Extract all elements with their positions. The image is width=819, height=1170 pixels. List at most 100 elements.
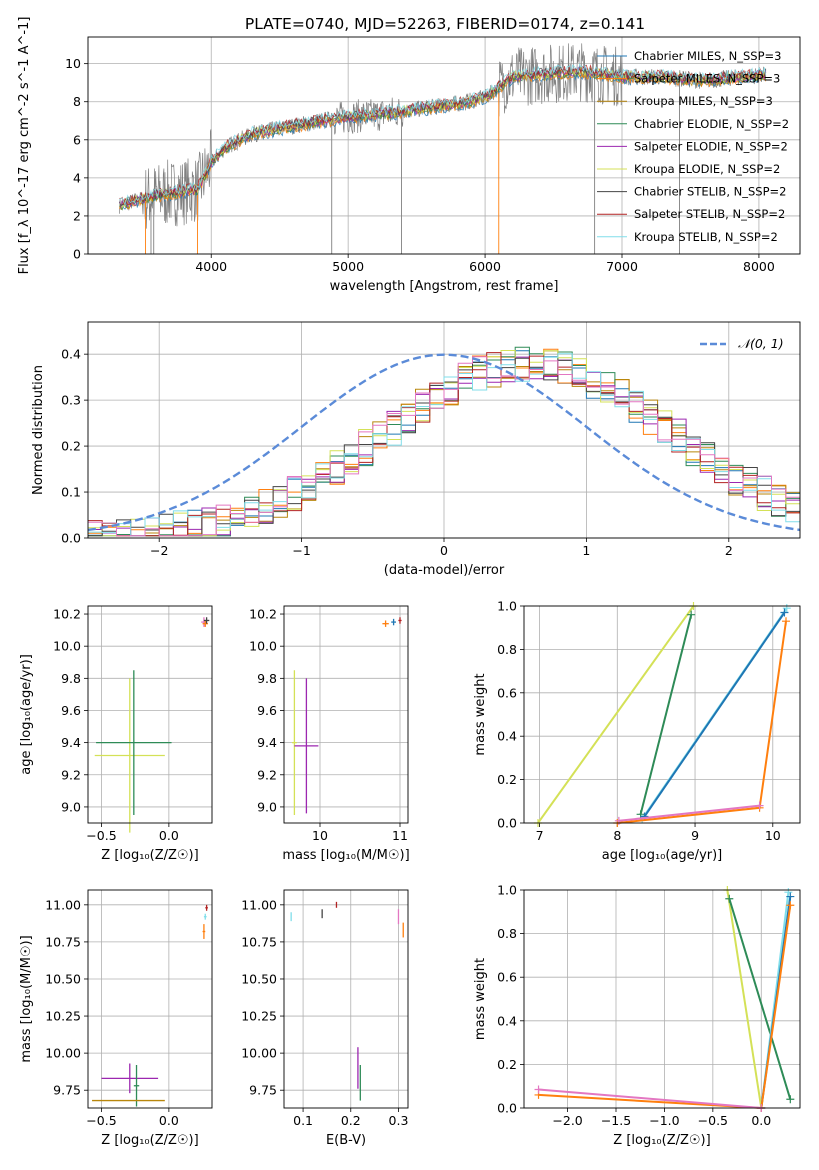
axes-frame bbox=[87, 889, 213, 1109]
y-tick-label: 11.00 bbox=[241, 897, 277, 912]
y-tick-label: 1.0 bbox=[497, 883, 517, 898]
y-tick-label: 0.2 bbox=[61, 439, 81, 454]
spectrum-panel: 4000 5000 6000 7000 8000 0 2 4 6 8 10 wavelength [A… bbox=[17, 17, 801, 294]
x-tick-label: 7000 bbox=[606, 259, 638, 274]
x-axis-label: Z [log₁₀(Z/Z☉)] bbox=[613, 1133, 710, 1148]
y-tick-label: 0.2 bbox=[497, 1057, 517, 1072]
x-tick-label: 11 bbox=[392, 828, 408, 843]
y-tick-label: 9.2 bbox=[61, 767, 81, 782]
legend-label: 𝒩(0, 1) bbox=[738, 336, 784, 351]
x-tick-label: 6000 bbox=[469, 259, 501, 274]
y-tick-label: 9.6 bbox=[61, 703, 81, 718]
x-tick-label: −0.5 bbox=[698, 1113, 728, 1128]
y-axis-label: Normed distribution bbox=[31, 365, 46, 495]
x-tick-label: 10 bbox=[312, 828, 328, 843]
y-axis-label: mass [log₁₀(M/M☉)] bbox=[19, 935, 34, 1062]
spectrum-plot-area bbox=[119, 43, 767, 254]
legend-label: Salpeter MILES, N_SSP=3 bbox=[634, 72, 780, 86]
legend-label: Kroupa ELODIE, N_SSP=2 bbox=[634, 162, 780, 176]
weight-point-marker bbox=[784, 888, 793, 897]
x-axis-label: Z [log₁₀(Z/Z☉)] bbox=[101, 848, 198, 863]
weight-line-pink bbox=[618, 804, 760, 822]
x-tick-label: 0.1 bbox=[293, 1113, 313, 1128]
x-tick-label: −0.5 bbox=[86, 828, 116, 843]
histogram-salpeter_stelib bbox=[88, 352, 800, 537]
weight-point-marker bbox=[786, 1095, 795, 1104]
residual-histogram-panel: −2 −1 0 1 2 0.0 0.1 0.2 0.3 0.4 (data-model)/error… bbox=[31, 321, 801, 578]
hist-plot-area bbox=[88, 346, 800, 537]
x-axis-label: E(B-V) bbox=[326, 1133, 366, 1148]
axes-frame bbox=[283, 605, 409, 824]
x-tick-label: 9 bbox=[691, 828, 699, 843]
y-tick-label: 0.6 bbox=[497, 685, 517, 700]
weight-point-marker bbox=[780, 608, 789, 617]
y-tick-label: 9.75 bbox=[249, 1083, 277, 1098]
weight-line-chabrier_miles bbox=[643, 611, 786, 818]
legend-label: Chabrier MILES, N_SSP=3 bbox=[634, 49, 781, 63]
y-tick-label: 0.8 bbox=[497, 642, 517, 657]
x-tick-label: 0.0 bbox=[159, 828, 179, 843]
y-tick-label: 0.8 bbox=[497, 926, 517, 941]
mass-vs-ebv-panel: 0.1 0.2 0.3 9.75 10.00 10.25 10.50 10.75 11.00 E(… bbox=[241, 889, 409, 1148]
x-tick-label: −1.0 bbox=[649, 1113, 679, 1128]
y-axis-label: Flux [f_λ 10^-17 erg cm^-2 s^-1 A^-1] bbox=[17, 17, 32, 275]
x-axis-label: (data-model)/error bbox=[384, 563, 505, 578]
histogram-salpeter_miles bbox=[88, 348, 800, 537]
y-tick-label: 9.0 bbox=[61, 799, 81, 814]
weight-point-marker bbox=[786, 892, 795, 901]
x-axis-label: age [log₁₀(age/yr)] bbox=[602, 848, 723, 863]
x-axis-label: wavelength [Angstrom, rest frame] bbox=[330, 279, 559, 294]
y-tick-label: 0.0 bbox=[497, 816, 517, 831]
x-axis-label: Z [log₁₀(Z/Z☉)] bbox=[101, 1133, 198, 1148]
weight-line-kroupa_elodie bbox=[537, 605, 695, 824]
legend-label: Salpeter ELODIE, N_SSP=2 bbox=[634, 139, 788, 153]
x-tick-label: 10 bbox=[765, 828, 781, 843]
y-tick-label: 10.00 bbox=[45, 1046, 81, 1061]
weight-line-chabrier_elodie bbox=[639, 614, 693, 815]
x-tick-label: 4000 bbox=[195, 259, 227, 274]
x-tick-label: 0.0 bbox=[751, 1113, 771, 1128]
y-tick-label: 8 bbox=[73, 94, 81, 109]
y-axis-label: mass weight bbox=[473, 673, 488, 755]
y-tick-label: 9.4 bbox=[257, 735, 277, 750]
x-tick-label: −2 bbox=[150, 543, 168, 558]
y-tick-label: 10.2 bbox=[249, 607, 277, 622]
y-tick-label: 9.0 bbox=[257, 799, 277, 814]
weight-line-kroupa_elodie bbox=[726, 889, 763, 1109]
y-axis-label: age [log₁₀(age/yr)] bbox=[19, 654, 34, 775]
weight-vs-age-panel: 7 8 9 10 0.0 0.2 0.4 0.6 0.8 1.0 age [log₁₀(age/yr… bbox=[473, 599, 801, 863]
weight-point-marker bbox=[782, 617, 791, 626]
legend-label: Chabrier ELODIE, N_SSP=2 bbox=[634, 117, 789, 131]
y-tick-label: 0 bbox=[73, 247, 81, 262]
axes-frame bbox=[87, 36, 801, 255]
x-tick-label: 1 bbox=[582, 543, 590, 558]
figure-title: PLATE=0740, MJD=52263, FIBERID=0174, z=0… bbox=[245, 15, 645, 33]
y-tick-label: 10.50 bbox=[45, 971, 81, 986]
y-tick-label: 10.00 bbox=[241, 1046, 277, 1061]
x-tick-label: 7 bbox=[536, 828, 544, 843]
model-spectrum-kroupa_stelib bbox=[119, 63, 767, 207]
y-tick-label: 10.25 bbox=[45, 1009, 81, 1024]
x-tick-label: −2.0 bbox=[552, 1113, 582, 1128]
weight-point-marker bbox=[725, 894, 734, 903]
weight-point-marker bbox=[534, 1085, 543, 1094]
weight-line-salpeter_miles bbox=[617, 621, 787, 824]
y-tick-label: 10.2 bbox=[53, 607, 81, 622]
y-tick-label: 0.1 bbox=[61, 485, 81, 500]
axes-frame bbox=[523, 889, 801, 1109]
x-tick-label: 2 bbox=[725, 543, 733, 558]
y-tick-label: 9.75 bbox=[53, 1083, 81, 1098]
y-tick-label: 9.2 bbox=[257, 767, 277, 782]
y-tick-label: 10.50 bbox=[241, 971, 277, 986]
weight-point-marker bbox=[782, 604, 791, 613]
y-tick-label: 10.75 bbox=[45, 934, 81, 949]
y-tick-label: 10.25 bbox=[241, 1009, 277, 1024]
y-tick-label: 10.0 bbox=[53, 639, 81, 654]
y-tick-label: 10 bbox=[65, 56, 81, 71]
weight-point-marker bbox=[786, 901, 795, 910]
mass-vs-metallicity-panel: −0.5 0.0 9.75 10.00 10.25 10.50 10.75 11.00 Z [l… bbox=[19, 889, 213, 1148]
y-tick-label: 9.4 bbox=[61, 735, 81, 750]
x-tick-label: −0.5 bbox=[86, 1113, 116, 1128]
axes-frame bbox=[523, 605, 801, 824]
